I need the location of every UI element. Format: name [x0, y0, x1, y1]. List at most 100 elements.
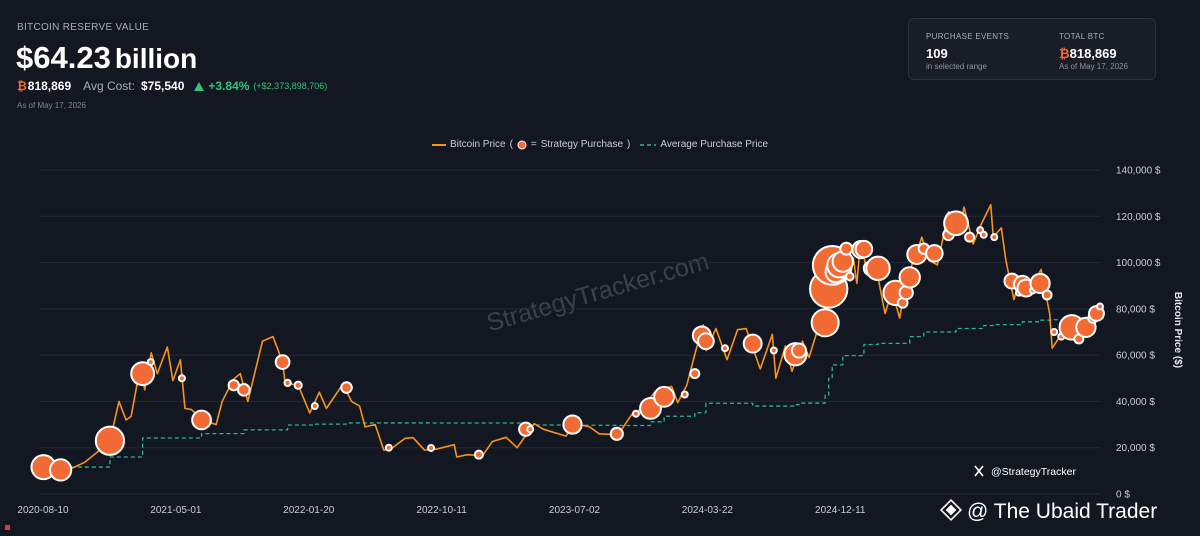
purchase-bubble	[526, 425, 535, 434]
purchase-bubble	[293, 380, 303, 390]
purchase-bubble	[898, 266, 921, 289]
average-line	[43, 317, 1104, 468]
purchase-bubble	[810, 308, 840, 338]
y-tick-label: 100,000 $	[1116, 258, 1161, 269]
legend-text: Average Purchase Price	[660, 139, 769, 150]
purchase-bubble	[769, 346, 778, 355]
stat-sub: in selected range	[926, 62, 987, 71]
legend-text: Bitcoin Price	[449, 139, 506, 150]
purchase-bubble	[1095, 302, 1104, 311]
purchase-bubble	[340, 381, 353, 394]
change-abs: (+$2,373,898,706)	[253, 81, 328, 91]
value: $64.23	[16, 40, 111, 75]
purchase-bubble	[1050, 328, 1059, 336]
purchase-bubble	[943, 210, 969, 237]
header-label: BITCOIN RESERVE VALUE	[17, 22, 150, 33]
y-tick-label: 60,000 $	[1116, 351, 1155, 362]
x-tick-label: 2022-01-20	[283, 505, 335, 516]
legend-text: (	[509, 139, 513, 150]
legend-text: Strategy Purchase	[540, 139, 624, 150]
footer: @ The Ubaid Trader	[967, 500, 1157, 523]
purchase-bubble	[845, 271, 855, 282]
avg-cost: $75,540	[140, 79, 185, 93]
purchase-bubble	[990, 233, 999, 242]
legend-text: )	[627, 139, 631, 150]
x-tick-label: 2024-03-22	[682, 505, 734, 516]
corner-mark	[5, 525, 10, 530]
y-tick-label: 140,000 $	[1116, 166, 1161, 177]
stat-value: 109	[926, 46, 948, 61]
change: +3.84%	[208, 79, 250, 93]
watermark: StrategyTracker.com	[484, 247, 713, 337]
purchase-bubble	[384, 443, 393, 452]
x-tick-label: 2020-08-10	[17, 505, 69, 516]
purchase-bubble	[191, 409, 212, 431]
stat-label: PURCHASE EVENTS	[926, 32, 1010, 41]
stat-label: TOTAL BTC	[1059, 32, 1105, 41]
purchase-bubble	[473, 449, 484, 460]
purchase-bubble	[310, 402, 319, 411]
y-tick-label: 20,000 $	[1116, 443, 1155, 454]
handle: @StrategyTracker	[991, 466, 1076, 478]
btc-amount: 818,869	[1069, 46, 1117, 61]
y-tick-label: 40,000 $	[1116, 397, 1155, 408]
stat-sub: As of May 17, 2026	[1059, 62, 1128, 71]
x-tick-label: 2022-10-11	[416, 505, 467, 516]
y-tick-label: 120,000 $	[1116, 212, 1161, 223]
purchase-bubble	[653, 385, 676, 408]
purchase-bubble	[742, 333, 763, 354]
header-value: $64.23 billion	[16, 40, 197, 76]
purchase-bubble	[94, 425, 126, 456]
legend: Bitcoin Price ( = Strategy Purchase ) Av…	[0, 139, 1200, 150]
purchase-bubble	[865, 255, 891, 282]
legend-line	[640, 143, 657, 146]
plot-area	[30, 169, 1105, 495]
footer-icon	[939, 498, 963, 522]
purchase-bubble	[689, 368, 701, 380]
btc-symbol: ₿	[1059, 46, 1070, 61]
purchase-bubble	[177, 374, 186, 383]
x-tick-label: 2023-07-02	[549, 505, 601, 516]
purchase-bubble	[562, 414, 583, 435]
x-tick-label: 2021-05-01	[150, 505, 202, 516]
purchase-bubble	[609, 426, 624, 441]
purchase-bubble	[1029, 272, 1051, 294]
purchase-bubble	[427, 443, 436, 452]
purchase-bubble	[1041, 289, 1053, 301]
purchase-bubble	[48, 458, 73, 482]
x-tick-label: 2024-12-11	[815, 505, 866, 516]
legend-bubble	[517, 140, 527, 149]
purchase-bubble	[964, 231, 976, 243]
btc-symbol: ₿	[17, 79, 27, 93]
purchase-bubble	[274, 354, 291, 370]
purchase-bubble	[146, 358, 155, 367]
legend-text: =	[530, 139, 537, 150]
as-of: As of May 17, 2026	[17, 101, 86, 110]
stat: TOTAL BTC ₿818,869 As of May 17, 2026	[1059, 32, 1128, 71]
y-tick-label: 80,000 $	[1116, 304, 1155, 315]
stat-value: ₿818,869	[1059, 46, 1128, 61]
header-row: ₿ 818,869 Avg Cost: $75,540 +3.84% (+$2,…	[17, 79, 327, 93]
legend-line	[431, 143, 446, 146]
purchase-bubble	[236, 383, 251, 397]
unit: billion	[114, 43, 198, 74]
purchase-bubble	[696, 332, 715, 351]
x-logo	[974, 465, 984, 477]
btc-amount: 818,869	[27, 79, 72, 93]
avg-cost-label: Avg Cost:	[83, 79, 135, 93]
purchase-bubble	[790, 342, 808, 359]
y-tick-label: 0 $	[1116, 490, 1130, 501]
purchase-bubble	[854, 239, 874, 259]
y-axis-label: Bitcoin Price ($)	[1172, 292, 1183, 368]
purchase-bubble	[839, 241, 854, 256]
purchase-bubble	[979, 230, 988, 239]
purchase-bubble	[721, 344, 730, 353]
purchase-bubble	[631, 409, 640, 418]
purchase-bubble	[283, 378, 292, 388]
purchase-bubble	[925, 244, 944, 263]
purchase-bubble	[680, 390, 689, 399]
purchase-bubble	[130, 361, 156, 387]
stats-box: PURCHASE EVENTS 109 in selected range TO…	[908, 18, 1156, 80]
